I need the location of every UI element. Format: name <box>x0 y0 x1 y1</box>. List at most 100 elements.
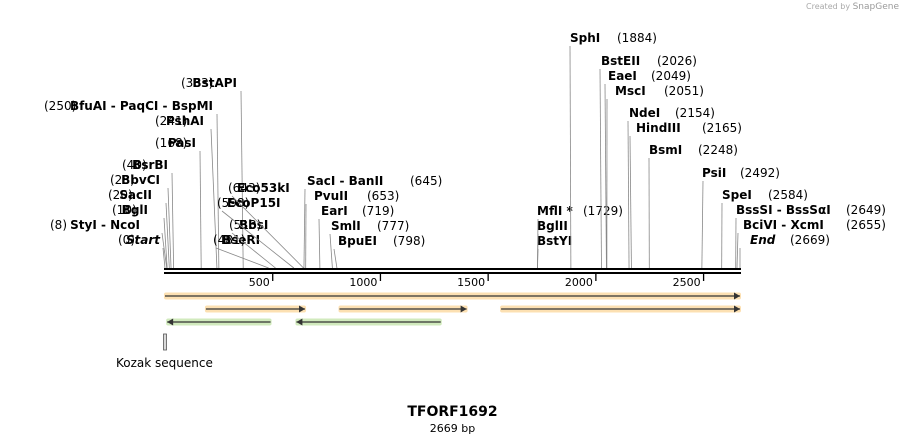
tick-label: 1500 <box>457 276 485 289</box>
site-leader-line <box>303 188 306 269</box>
snapgene-watermark: Created by SnapGene <box>806 2 899 12</box>
site-leader-line <box>163 217 168 269</box>
site-position: (643) <box>228 181 260 195</box>
site-name: SacI - BanII <box>307 174 383 188</box>
site-position: (2154) <box>675 106 715 120</box>
restriction-site: BstAPI(363) <box>181 76 244 269</box>
restriction-site: MflI * (1729) <box>537 204 623 269</box>
watermark-brand: SnapGene <box>852 2 899 12</box>
restriction-site: SacII(20) <box>108 188 170 269</box>
site-leader-line <box>604 83 607 269</box>
site-name: PvuII <box>314 189 348 203</box>
site-name: StyI - NcoI <box>70 218 140 232</box>
kozak-sequence-label: Kozak sequence <box>116 356 213 370</box>
site-leader-line <box>161 232 168 269</box>
site-position: (645) <box>410 174 442 188</box>
site-position: (2669) <box>790 233 830 247</box>
restriction-site: SphI (1884) <box>569 31 657 269</box>
feature-arrowhead <box>460 305 467 313</box>
restriction-site: HindIII (2165) <box>629 121 742 269</box>
restriction-site: Eco53kI(643) <box>228 181 304 269</box>
restriction-site: SpeI (2584) <box>721 188 808 269</box>
restriction-sites: Start(0)StyI - NcoI(8)BglI(10)SacII(20)B… <box>44 31 886 269</box>
site-name: BciVI - XcmI <box>743 218 824 232</box>
site-position: (777) <box>377 219 409 233</box>
site-name: MscI <box>615 84 646 98</box>
site-position: (0) <box>118 233 135 247</box>
sequence-backbone <box>164 268 741 274</box>
restriction-site: BbvCI(28) <box>110 173 172 269</box>
site-position: (241) <box>155 114 187 128</box>
restriction-site: PshAI(241) <box>155 114 218 269</box>
site-position: (8) <box>50 218 67 232</box>
site-name: EarI <box>321 204 348 218</box>
site-leader-line <box>216 113 220 269</box>
site-name: BssSI - BssSαI <box>736 203 831 217</box>
feature-arrowhead <box>167 318 174 326</box>
reverse-feature-arrow <box>166 318 272 326</box>
kozak-marker <box>163 333 167 351</box>
site-leader-line <box>240 90 244 269</box>
site-name: PasI <box>168 136 196 150</box>
site-leader-line <box>318 218 321 269</box>
site-name: HindIII <box>636 121 681 135</box>
site-name: SphI <box>570 31 600 45</box>
restriction-site: StyI - NcoI(8) <box>50 218 168 269</box>
watermark-prefix: Created by <box>806 2 851 11</box>
site-position: (250) <box>44 99 76 113</box>
site-position: (2165) <box>702 121 742 135</box>
site-leader-line <box>627 120 630 269</box>
site-position: (10) <box>112 203 137 217</box>
site-position: (2655) <box>846 218 886 232</box>
site-name: BstAPI <box>192 76 237 90</box>
restriction-site: BsrBI(40) <box>122 158 175 269</box>
site-position: (2492) <box>740 166 780 180</box>
site-name: BbsI <box>239 218 268 232</box>
reverse-feature-arrow <box>295 318 442 326</box>
site-leader-line <box>537 218 539 269</box>
site-leader-line <box>629 135 632 269</box>
site-position: (653) <box>367 189 399 203</box>
map-length: 2669 bp <box>429 422 476 435</box>
site-name: EaeI <box>608 69 637 83</box>
site-position: (363) <box>181 76 213 90</box>
restriction-site: SmlI (777) <box>329 219 409 269</box>
restriction-site: PsiI (2492) <box>701 166 780 269</box>
forward-feature-arrow <box>204 305 307 313</box>
site-leader-line <box>162 247 166 269</box>
tick-label: 1000 <box>349 276 377 289</box>
tick-label: 500 <box>249 276 270 289</box>
site-name: SpeI <box>722 188 752 202</box>
site-leader-line <box>167 187 172 269</box>
site-leader-line <box>171 172 175 269</box>
site-leader-line <box>221 210 295 269</box>
restriction-site: BfuAI - PaqCI - BspMI(250) <box>44 99 220 269</box>
backbone-top-strand <box>164 268 741 270</box>
map-title: TFORF1692 <box>407 404 498 420</box>
site-name: PshAI <box>166 114 204 128</box>
site-name: Eco53kI <box>237 181 290 195</box>
site-leader-line <box>231 195 304 269</box>
feature-arrowhead <box>734 292 740 300</box>
site-position: (2051) <box>664 84 704 98</box>
site-name: BglI <box>122 203 148 217</box>
features <box>164 292 741 326</box>
site-leader-line <box>231 232 276 269</box>
site-leader-line <box>569 45 572 269</box>
restriction-site: EarI (719) <box>318 204 394 269</box>
site-leader-line <box>329 233 333 269</box>
site-position: (2584) <box>768 188 808 202</box>
site-position: (2026) <box>657 54 697 68</box>
site-leader-line <box>215 247 269 269</box>
site-leader-line <box>333 248 338 269</box>
site-name: BbvCI <box>121 173 160 187</box>
site-name: SacII <box>119 188 152 202</box>
feature-arrowhead <box>734 305 740 313</box>
forward-feature-arrow <box>164 292 741 300</box>
tick-label: 2000 <box>565 276 593 289</box>
restriction-site: SacI - BanII (645) <box>303 174 442 269</box>
site-position: (168) <box>155 136 187 150</box>
forward-feature-arrow <box>500 305 741 313</box>
site-name: BsmI <box>649 143 682 157</box>
